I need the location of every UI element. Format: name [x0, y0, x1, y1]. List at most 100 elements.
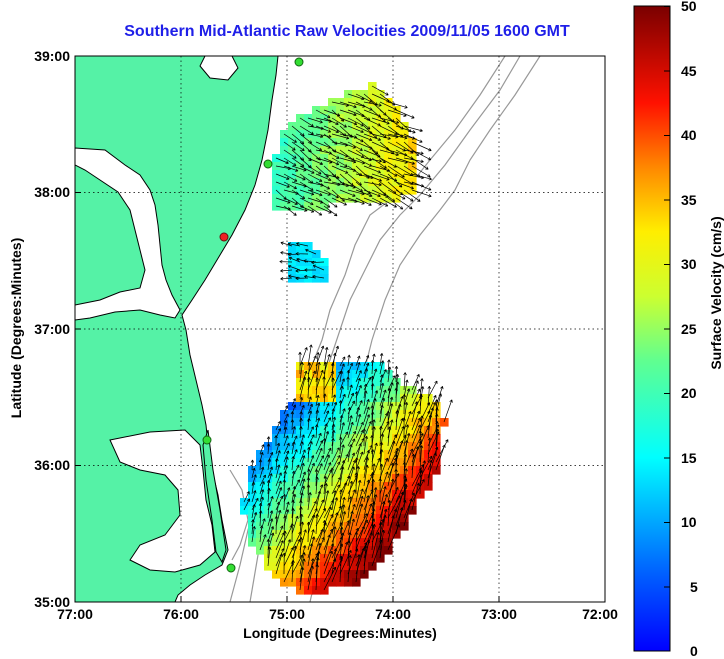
velocity-arrow	[266, 480, 271, 495]
velocity-arrow	[323, 462, 332, 479]
velocity-cell	[272, 538, 281, 547]
velocity-cell	[256, 538, 265, 547]
velocity-arrow	[411, 410, 421, 431]
velocity-arrow	[387, 359, 391, 375]
velocity-arrow	[266, 538, 271, 559]
velocity-arrow	[315, 528, 325, 551]
velocity-cell	[248, 506, 257, 515]
velocity-arrow	[371, 532, 380, 559]
velocity-cell	[320, 458, 329, 467]
velocity-cell	[384, 474, 393, 483]
velocity-arrow	[283, 197, 298, 205]
velocity-arrow	[323, 189, 339, 199]
velocity-cell	[304, 370, 313, 379]
velocity-arrow	[291, 441, 296, 455]
velocity-arrow	[291, 165, 307, 172]
velocity-arrow	[387, 495, 401, 519]
velocity-arrow	[402, 461, 407, 487]
velocity-arrow	[307, 157, 323, 165]
velocity-cell	[352, 386, 361, 395]
velocity-cell	[424, 482, 433, 491]
velocity-arrow	[379, 501, 386, 527]
velocity-cell	[400, 442, 409, 451]
velocity-arrow	[322, 376, 326, 399]
velocity-cell	[312, 546, 321, 555]
velocity-arrow	[331, 408, 336, 423]
velocity-arrow	[379, 197, 397, 208]
velocity-cell	[360, 538, 369, 547]
velocity-arrow	[251, 526, 256, 543]
velocity-cell	[248, 490, 257, 499]
velocity-cell	[424, 434, 433, 443]
velocity-cell	[320, 490, 329, 499]
velocity-cell	[280, 450, 289, 459]
velocity-arrow	[323, 417, 331, 431]
velocity-cell	[240, 506, 249, 515]
velocity-cell	[248, 514, 257, 523]
velocity-arrow	[323, 403, 330, 415]
velocity-arrow	[347, 489, 356, 511]
velocity-arrow	[379, 369, 387, 383]
velocity-cell	[400, 410, 409, 419]
velocity-arrow	[323, 423, 328, 439]
velocity-cell	[376, 418, 385, 427]
velocity-arrow	[290, 419, 295, 431]
velocity-cell	[320, 562, 329, 571]
velocity-cell	[408, 506, 417, 515]
map-title: Southern Mid-Atlantic Raw Velocities 200…	[124, 23, 570, 40]
velocity-arrow	[267, 502, 271, 519]
velocity-arrow	[314, 469, 319, 487]
velocity-cell	[408, 450, 417, 459]
velocity-arrow	[427, 385, 431, 407]
velocity-cell	[320, 418, 329, 427]
velocity-cell	[328, 546, 337, 555]
velocity-cell	[360, 466, 369, 475]
velocity-arrow	[323, 346, 329, 367]
velocity-arrow	[283, 530, 287, 551]
velocity-cell	[352, 442, 361, 451]
velocity-cell	[304, 514, 313, 523]
velocity-arrow	[259, 525, 264, 543]
velocity-arrow	[290, 523, 295, 543]
velocity-arrow	[347, 444, 353, 463]
velocity-arrow	[299, 455, 306, 471]
velocity-cell	[408, 410, 417, 419]
velocity-arrow	[403, 388, 411, 407]
velocity-arrow	[283, 420, 288, 431]
velocity-cell	[320, 586, 329, 595]
velocity-cell	[384, 538, 393, 547]
velocity-arrow	[347, 510, 354, 535]
velocity-cell	[352, 378, 361, 387]
velocity-arrow	[355, 101, 373, 111]
velocity-arrow	[275, 548, 285, 567]
velocity-cell	[320, 362, 329, 371]
velocity-cell	[376, 370, 385, 379]
velocity-arrow	[315, 394, 320, 407]
velocity-arrow	[371, 157, 387, 169]
velocity-arrow	[347, 430, 357, 447]
velocity-cell	[248, 474, 257, 483]
velocity-arrow	[363, 435, 369, 455]
velocity-cell	[384, 402, 393, 411]
velocity-cell	[400, 522, 409, 531]
velocity-arrow	[386, 410, 390, 431]
velocity-arrow	[419, 410, 431, 431]
chesapeake-bay	[75, 147, 181, 321]
velocity-arrow	[347, 554, 352, 583]
velocity-arrow	[306, 484, 311, 503]
velocity-cell	[280, 514, 289, 523]
velocity-cell	[288, 466, 297, 475]
velocity-cell	[312, 442, 321, 451]
x-tick-label: 77:00	[57, 606, 93, 622]
velocity-arrow	[347, 421, 354, 439]
velocity-cell	[256, 490, 265, 499]
velocity-arrow	[283, 173, 298, 182]
velocity-cell	[352, 410, 361, 419]
velocity-arrow	[307, 165, 322, 175]
velocity-arrow	[323, 410, 330, 423]
velocity-arrow	[299, 347, 308, 367]
velocity-arrow	[291, 559, 295, 583]
velocity-arrow	[298, 351, 302, 375]
velocity-arrow	[403, 125, 423, 133]
velocity-cell	[272, 490, 281, 499]
